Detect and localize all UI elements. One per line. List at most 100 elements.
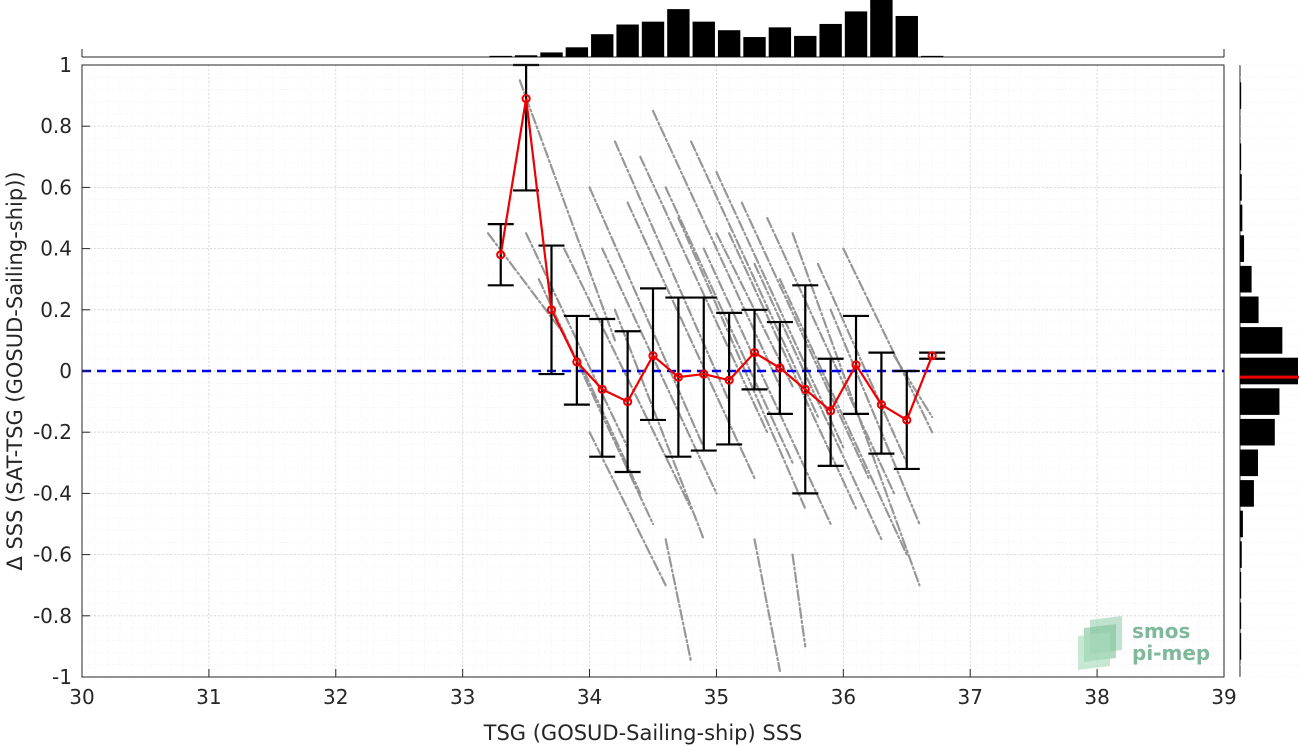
x-histogram bbox=[81, 0, 1225, 58]
x-histogram-bar bbox=[895, 15, 918, 58]
mean-point bbox=[800, 384, 810, 394]
x-histogram-bar bbox=[717, 30, 741, 57]
y-tick-label: -0.2 bbox=[33, 420, 72, 444]
y-histogram-bar bbox=[1240, 82, 1242, 109]
x-histogram-bar bbox=[540, 52, 563, 57]
mean-point bbox=[521, 94, 531, 104]
y-tick-label: -1 bbox=[52, 665, 72, 689]
scatter-track bbox=[518, 79, 617, 342]
x-tick-label: 39 bbox=[1211, 685, 1236, 709]
scatter-track bbox=[702, 247, 832, 526]
y-tick-label: -0.6 bbox=[33, 543, 72, 567]
y-histogram-bar bbox=[1240, 296, 1259, 324]
mean-point bbox=[851, 360, 861, 370]
y-histogram-bar bbox=[1240, 541, 1242, 568]
scatter-track bbox=[766, 216, 896, 495]
x-histogram-bar bbox=[641, 21, 665, 57]
scatter-track bbox=[816, 262, 908, 464]
y-histogram-bar bbox=[1240, 265, 1252, 293]
x-tick-label: 37 bbox=[957, 685, 982, 709]
x-histogram-bar bbox=[920, 55, 944, 57]
y-tick-label: 0.2 bbox=[40, 298, 72, 322]
y-histogram-bar bbox=[1240, 327, 1283, 354]
y-histogram-bar bbox=[1240, 602, 1242, 630]
x-tick-label: 38 bbox=[1084, 685, 1109, 709]
y-tick-label: 0.8 bbox=[40, 114, 72, 138]
logo-text-smos: smos bbox=[1132, 619, 1190, 643]
x-tick-label: 33 bbox=[450, 685, 475, 709]
mean-line bbox=[499, 98, 934, 422]
x-histogram-bar bbox=[819, 23, 842, 57]
scatter-track bbox=[588, 186, 705, 449]
scatter-track bbox=[791, 553, 807, 648]
scatter-track bbox=[892, 354, 934, 418]
x-histogram-bar bbox=[616, 24, 639, 57]
scatter-track bbox=[689, 140, 820, 418]
y-tick-label: 0.6 bbox=[40, 175, 72, 199]
scatter-track bbox=[715, 171, 845, 449]
x-histogram-bar bbox=[870, 0, 893, 57]
scatter-track bbox=[753, 262, 883, 541]
x-tick-label: 30 bbox=[69, 685, 94, 709]
mean-point bbox=[699, 369, 709, 379]
logo-text-pi-mep: pi-mep bbox=[1132, 641, 1210, 665]
x-tick-label: 34 bbox=[577, 685, 602, 709]
y-tick-label: 1 bbox=[59, 53, 72, 77]
scatter-track bbox=[753, 538, 781, 672]
mean-point bbox=[876, 400, 887, 410]
scatter-track bbox=[613, 140, 731, 403]
y-histogram-bar bbox=[1240, 235, 1245, 262]
y-histogram-bar bbox=[1240, 174, 1242, 201]
y-tick-label: 0.4 bbox=[40, 237, 72, 261]
scatter-points bbox=[486, 79, 934, 672]
mean-point bbox=[496, 250, 506, 260]
x-histogram-bar bbox=[844, 11, 868, 57]
x-histogram-bar bbox=[667, 9, 690, 58]
mean-point bbox=[597, 384, 607, 394]
x-axis-label: TSG (GOSUD-Sailing-ship) SSS bbox=[483, 721, 803, 745]
y-histogram-bar bbox=[1240, 143, 1242, 171]
y-histogram-bar bbox=[1240, 357, 1298, 385]
mean-point bbox=[902, 415, 912, 425]
y-histogram-bar bbox=[1240, 480, 1254, 507]
mean-point bbox=[648, 351, 658, 361]
x-histogram-bar bbox=[489, 55, 512, 57]
scatter-track bbox=[651, 109, 781, 388]
scatter-track bbox=[626, 201, 756, 480]
mean-point bbox=[572, 357, 582, 367]
mean-point bbox=[775, 363, 785, 373]
y-tick-label: -0.8 bbox=[33, 604, 72, 628]
y-histogram-bar bbox=[1240, 204, 1243, 232]
y-tick-label: 0 bbox=[59, 359, 72, 383]
mean-point bbox=[546, 305, 557, 315]
x-tick-label: 35 bbox=[704, 685, 729, 709]
scatter-track bbox=[575, 354, 642, 495]
x-histogram-bar bbox=[591, 34, 614, 57]
y-histogram-bar bbox=[1240, 571, 1242, 599]
y-histogram bbox=[1239, 64, 1299, 678]
scatter-track bbox=[842, 247, 934, 434]
logo-mark-icon bbox=[1078, 616, 1122, 670]
error-bar bbox=[640, 287, 666, 422]
scatter-track bbox=[639, 155, 769, 434]
y-histogram-bar bbox=[1240, 633, 1242, 660]
x-histogram-bar bbox=[565, 47, 589, 57]
mean-point bbox=[623, 397, 633, 407]
x-histogram-bar bbox=[768, 27, 792, 57]
x-tick-label: 36 bbox=[831, 685, 856, 709]
y-tick-label: -0.4 bbox=[33, 481, 72, 505]
x-histogram-bar bbox=[514, 55, 538, 57]
mean-point bbox=[826, 406, 836, 416]
mean-point bbox=[673, 372, 683, 382]
scatter-track bbox=[829, 308, 921, 526]
smos-pi-mep-logo: smos pi-mep bbox=[1078, 616, 1210, 670]
mean-point bbox=[927, 351, 937, 361]
scatter-track bbox=[677, 216, 807, 510]
scatter-track bbox=[537, 278, 655, 526]
x-histogram-bar bbox=[743, 37, 766, 57]
y-histogram-bar bbox=[1240, 418, 1275, 446]
x-tick-label: 32 bbox=[323, 685, 348, 709]
x-tick-label: 31 bbox=[196, 685, 221, 709]
mean-point bbox=[724, 375, 734, 385]
